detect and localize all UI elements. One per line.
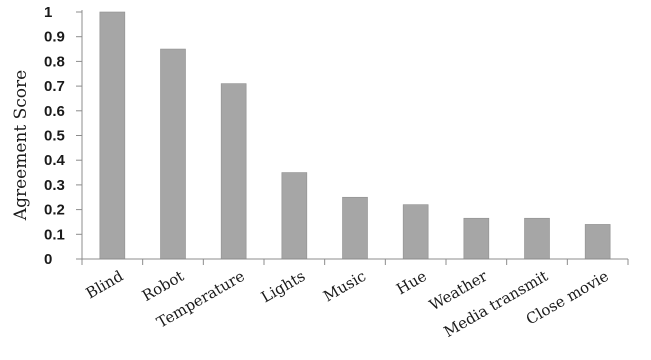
y-axis: 0 0.1 0.2 0.3 0.4 0.5 0.6 0.7 0.8 0.9 1	[44, 4, 83, 268]
bars	[99, 11, 611, 260]
y-tick-label: 0.7	[44, 78, 65, 95]
bar	[281, 172, 308, 260]
bar	[220, 83, 247, 260]
y-tick-label: 0.3	[44, 177, 65, 194]
y-tick-label: 0	[44, 251, 52, 268]
x-category-label: Media transmit	[441, 267, 551, 341]
x-category-label: Hue	[393, 267, 429, 298]
x-category-label: Robot	[139, 267, 187, 305]
bar	[342, 196, 368, 260]
y-tick-label: 0.2	[44, 202, 65, 219]
y-tick-label: 0.6	[44, 103, 65, 120]
y-tick-label: 1	[44, 4, 52, 21]
bar	[524, 217, 550, 260]
y-tick-label: 0.1	[44, 226, 65, 243]
y-axis-title: Agreement Score	[11, 70, 31, 221]
x-category-label: Blind	[83, 267, 127, 303]
y-tick-label: 0.5	[44, 128, 65, 145]
bar	[463, 217, 490, 260]
bar	[160, 48, 186, 260]
y-tick-label: 0.9	[44, 29, 65, 46]
x-category-label: Lights	[258, 267, 308, 306]
y-tick-label: 0.8	[44, 53, 65, 70]
y-tick-label: 0.4	[44, 152, 66, 169]
bar	[402, 204, 429, 260]
bar	[99, 11, 126, 260]
bar	[584, 224, 611, 260]
x-category-label: Music	[320, 267, 369, 306]
